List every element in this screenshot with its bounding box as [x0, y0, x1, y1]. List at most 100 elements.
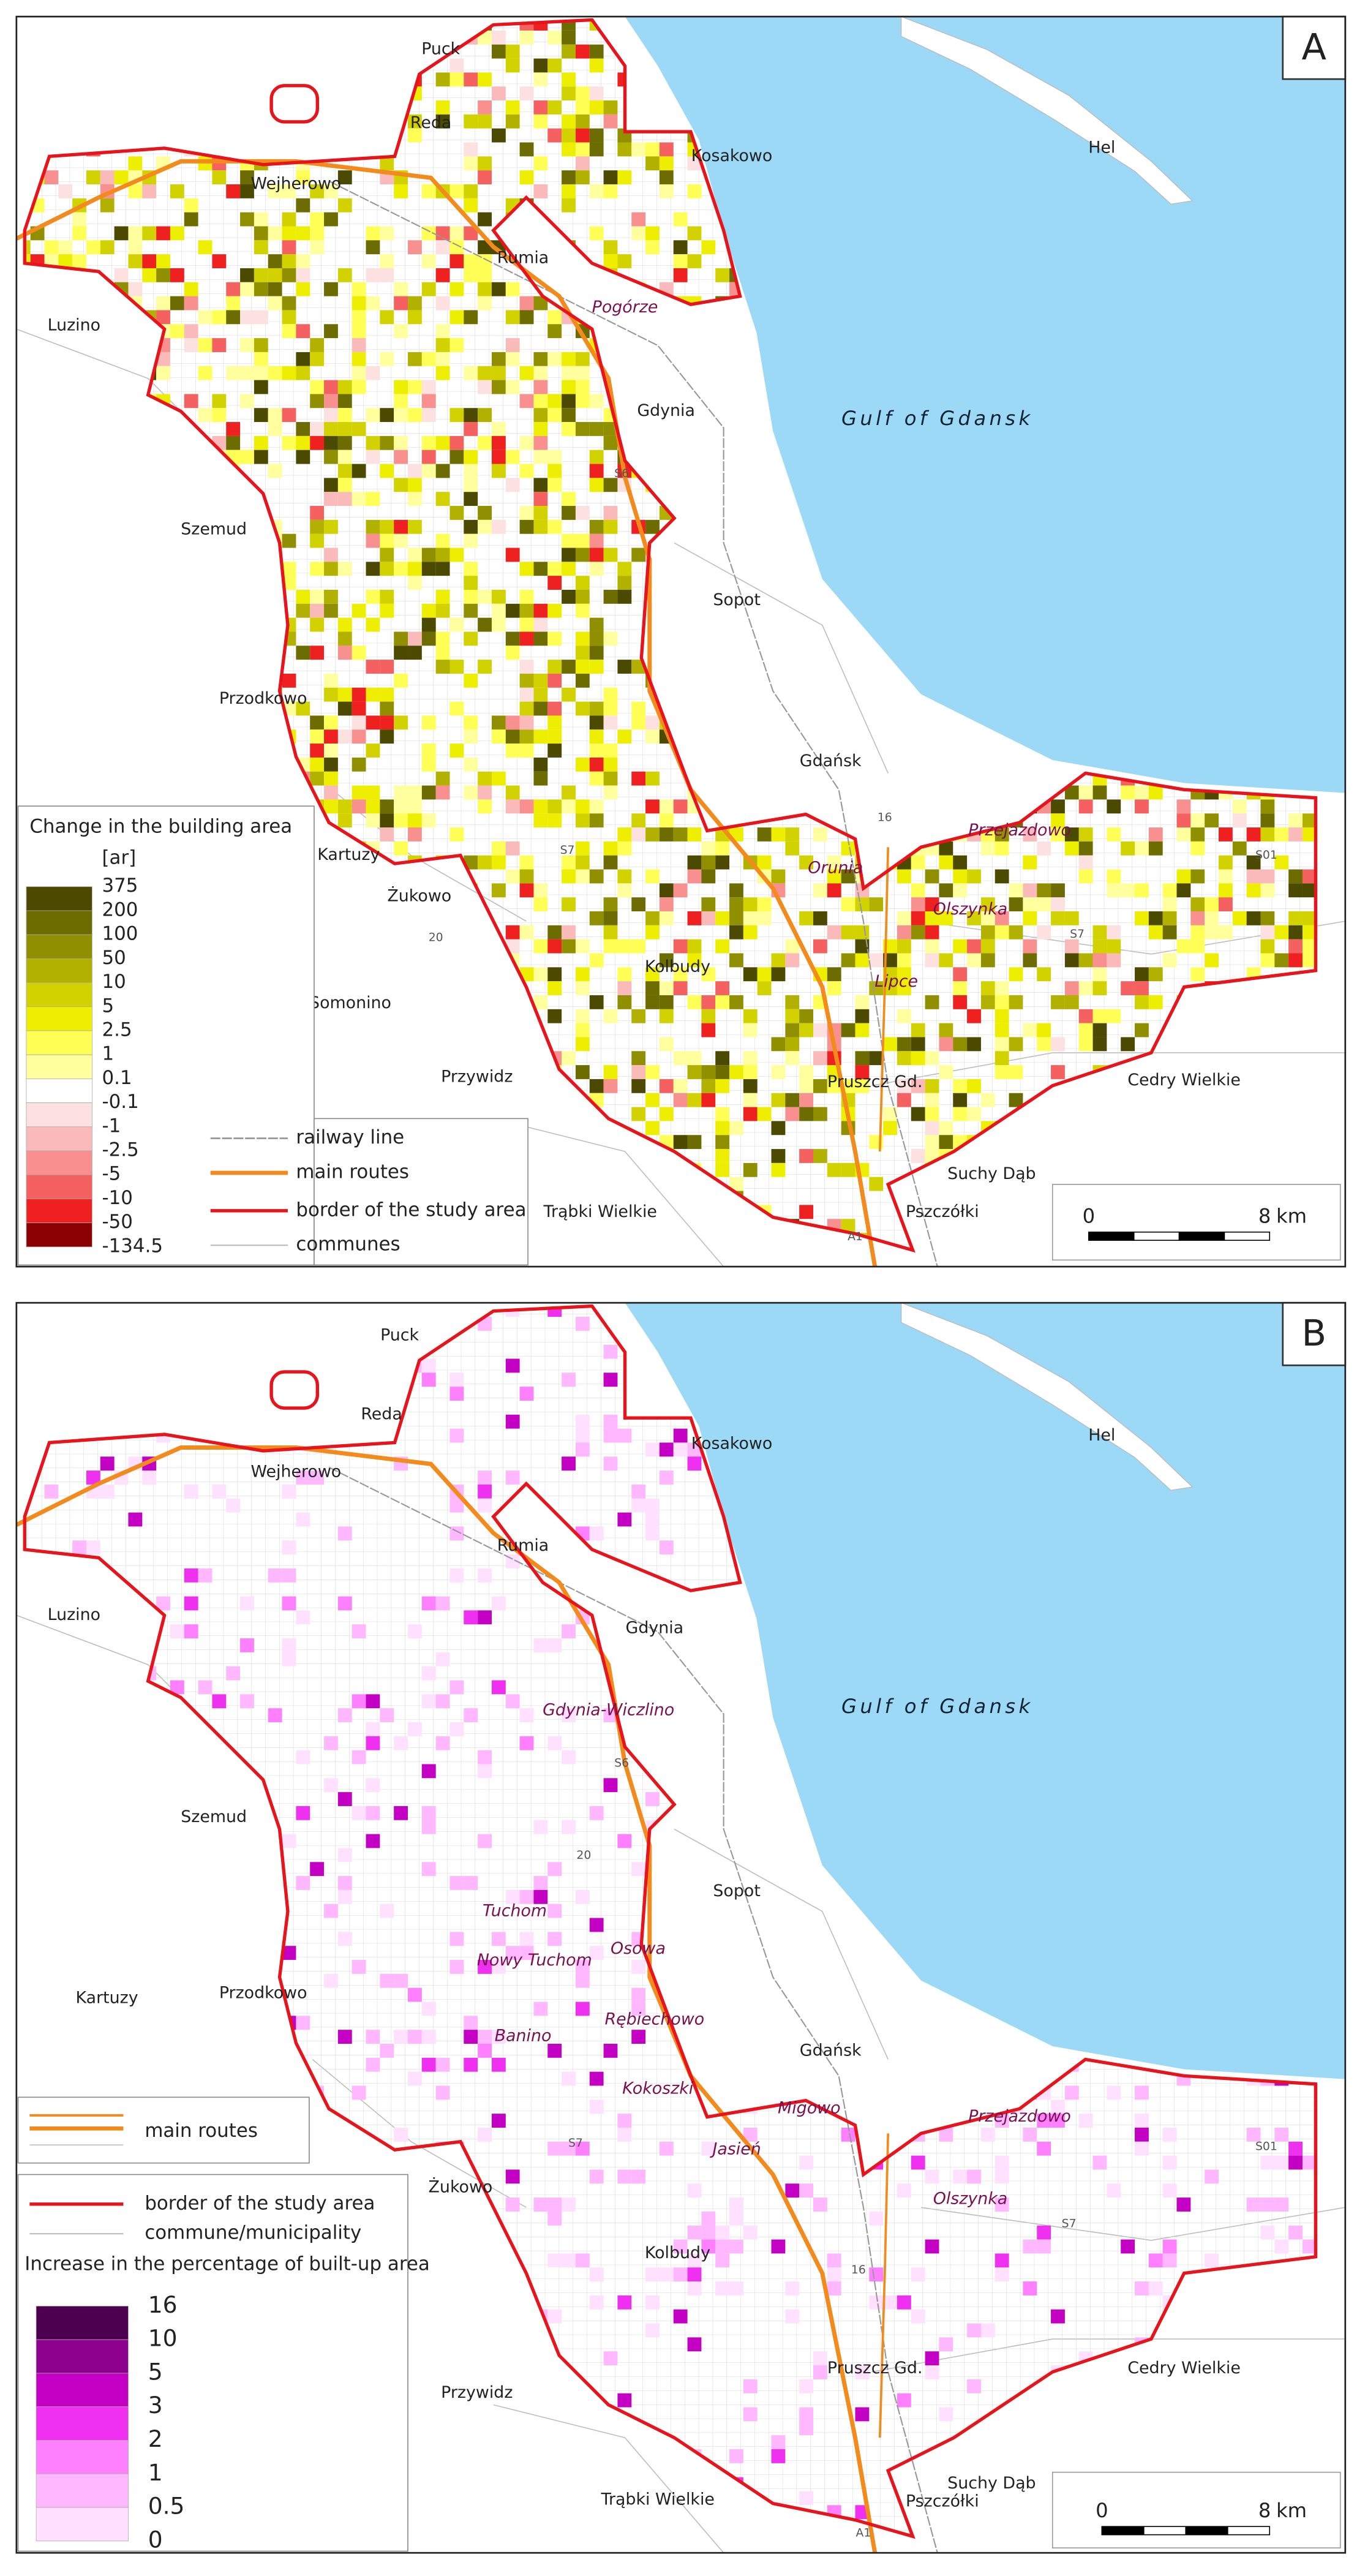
grid-cell: [603, 184, 618, 198]
grid-cell: [562, 687, 576, 702]
grid-cell: [603, 841, 618, 856]
grid-cell: [394, 282, 408, 296]
grid-cell: [491, 282, 506, 296]
grid-cell: [1162, 2253, 1177, 2268]
grid-cell: [491, 2030, 506, 2044]
grid-cell: [478, 366, 492, 380]
grid-cell: [771, 827, 786, 842]
grid-cell: [408, 240, 422, 255]
grid-cell: [631, 1051, 646, 1066]
grid-cell: [897, 1079, 911, 1093]
grid-cell: [589, 2295, 604, 2310]
grid-cell: [114, 226, 129, 241]
grid-cell: [1051, 883, 1065, 898]
grid-cell: [547, 128, 562, 143]
grid-cell: [1344, 940, 1358, 954]
grid-cell: [715, 995, 730, 1009]
grid-cell: [589, 771, 604, 786]
grid-cell: [743, 2127, 758, 2142]
grid-cell: [589, 1526, 604, 1541]
grid-cell: [380, 715, 394, 730]
grid-cell: [1162, 925, 1177, 940]
grid-cell: [771, 1093, 786, 1107]
grid-cell: [491, 1932, 506, 1946]
grid-cell: [408, 1722, 422, 1736]
grid-cell: [519, 855, 534, 870]
grid-cell: [337, 1876, 352, 1890]
grid-cell: [785, 953, 800, 968]
scale-segment: [1133, 1231, 1180, 1241]
grid-cell: [589, 744, 604, 758]
grid-cell: [296, 1610, 310, 1625]
grid-cell: [925, 939, 939, 954]
grid-cell: [380, 435, 394, 450]
grid-cell: [254, 450, 268, 464]
grid-cell: [995, 2155, 1009, 2170]
grid-cell: [1246, 855, 1261, 870]
grid-cell: [491, 450, 506, 464]
grid-cell: [827, 883, 841, 898]
grid-cell: [1274, 2155, 1289, 2170]
grid-cell: [603, 1778, 618, 1793]
grid-cell: [575, 673, 590, 688]
grid-cell: [645, 771, 660, 786]
road-label: 20: [429, 931, 443, 944]
grid-cell: [603, 506, 618, 520]
grid-cell: [771, 869, 786, 884]
grid-cell: [575, 366, 590, 380]
grid-cell: [729, 883, 743, 898]
grid-cell: [911, 925, 925, 940]
grid-cell: [743, 897, 758, 912]
grid-cell: [324, 1904, 338, 1918]
grid-cell: [603, 1344, 618, 1359]
legend-break: 2.5: [102, 1019, 132, 1041]
grid-cell: [1260, 953, 1275, 968]
grid-cell: [771, 2449, 786, 2463]
grid-cell: [366, 1778, 380, 1793]
grid-cell: [589, 646, 604, 660]
grid-cell: [897, 1093, 911, 1107]
grid-cell: [519, 394, 534, 409]
grid-cell: [631, 771, 646, 786]
grid-cell: [562, 939, 576, 954]
grid-cell: [687, 156, 702, 171]
grid-cell: [310, 646, 325, 660]
grid-cell: [449, 1680, 464, 1695]
grid-cell: [995, 911, 1009, 925]
grid-cell: [925, 897, 939, 912]
grid-cell: [547, 394, 562, 409]
grid-cell: [366, 785, 380, 800]
grid-cell: [142, 1471, 157, 1485]
grid-cell: [589, 799, 604, 814]
grid-cell: [324, 1973, 338, 1988]
grid-cell: [254, 240, 268, 255]
grid-cell: [282, 1652, 296, 1666]
grid-cell: [142, 268, 157, 282]
grid-cell: [813, 939, 827, 954]
grid-cell: [380, 268, 394, 282]
grid-cell: [813, 1079, 827, 1093]
grid-cell: [170, 184, 184, 198]
grid-cell: [701, 995, 716, 1009]
grid-cell: [575, 352, 590, 366]
grid-cell: [394, 841, 408, 856]
grid-cell: [771, 1065, 786, 1079]
grid-cell: [911, 2267, 925, 2282]
grid-cell: [128, 1512, 143, 1527]
grid-cell: [603, 701, 618, 716]
grid-cell: [547, 925, 562, 940]
grid-cell: [562, 506, 576, 520]
study-area-border: [269, 84, 319, 124]
grid-cell: [408, 548, 422, 562]
grid-cell: [547, 939, 562, 954]
grid-cell: [44, 240, 59, 255]
grid-cell: [785, 1051, 800, 1066]
grid-cell: [589, 701, 604, 716]
grid-cell: [394, 715, 408, 730]
grid-cell: [449, 1568, 464, 1583]
grid-cell: [897, 2295, 911, 2310]
grid-cell: [813, 1051, 827, 1066]
grid-cell: [1344, 1065, 1358, 1079]
grid-cell: [1064, 981, 1079, 995]
grid-cell: [547, 744, 562, 758]
